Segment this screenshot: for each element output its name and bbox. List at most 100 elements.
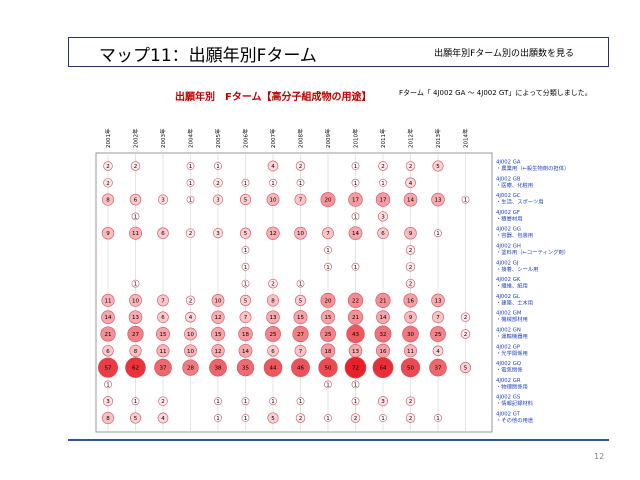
bubble bbox=[186, 162, 195, 170]
bubble-value-label: 1 bbox=[299, 282, 303, 288]
bubble-value-label: 5 bbox=[134, 416, 138, 422]
bubble-value-label: 37 bbox=[435, 366, 442, 372]
bubble bbox=[320, 326, 336, 342]
bubble bbox=[104, 380, 112, 389]
bubble bbox=[214, 162, 222, 170]
bubble-value-label: 1 bbox=[271, 399, 275, 405]
bubble-value-label: 2 bbox=[189, 231, 193, 237]
bubble-value-label: 2 bbox=[381, 164, 385, 170]
bubble bbox=[405, 177, 416, 189]
bubble bbox=[101, 293, 115, 307]
bubble bbox=[347, 309, 364, 325]
bubble-value-label: 1 bbox=[216, 399, 220, 405]
bubble bbox=[267, 412, 279, 424]
row-code-label: 4J002 GF bbox=[496, 210, 520, 216]
bubble-value-label: 38 bbox=[215, 366, 222, 372]
bubble bbox=[296, 279, 305, 288]
bubble bbox=[157, 311, 169, 323]
bubble-value-label: 2 bbox=[161, 399, 165, 405]
bubble-value-label: 2 bbox=[106, 164, 110, 170]
bubble-value-label: 15 bbox=[325, 315, 332, 321]
bubble-value-label: 2 bbox=[409, 248, 413, 254]
bubble bbox=[239, 194, 252, 206]
year-label: 2006年 bbox=[242, 128, 250, 148]
bubble bbox=[350, 413, 361, 423]
bubble bbox=[351, 380, 360, 389]
row-usage-label: ・その他の用途 bbox=[496, 416, 534, 424]
bubble bbox=[131, 212, 140, 221]
bubble-value-label: 10 bbox=[270, 198, 277, 204]
bubble-value-label: 13 bbox=[270, 315, 277, 321]
bubble bbox=[101, 226, 115, 240]
bubble bbox=[294, 226, 307, 240]
row-usage-label: ・光学関係用 bbox=[496, 349, 528, 357]
bubble bbox=[212, 228, 224, 239]
chart-title: 出願年別 Fターム【高分子組成物の用途】 bbox=[175, 92, 372, 103]
bubble bbox=[239, 227, 252, 239]
row-usage-label: ・塗料用（←コーティング剤） bbox=[496, 248, 569, 256]
bubble bbox=[129, 344, 142, 357]
year-label: 2003年 bbox=[159, 128, 167, 148]
bubble-value-label: 8 bbox=[106, 416, 110, 422]
bubble-value-label: 5 bbox=[271, 416, 275, 422]
bubble bbox=[241, 279, 250, 288]
row-code-label: 4J002 GR bbox=[496, 378, 521, 384]
bubble bbox=[100, 326, 116, 342]
bubble-value-label: 18 bbox=[325, 349, 332, 355]
bubble bbox=[266, 294, 280, 307]
bubble bbox=[211, 310, 225, 324]
bubble bbox=[102, 396, 114, 407]
bubble bbox=[291, 358, 310, 377]
year-label: 2014年 bbox=[462, 128, 470, 148]
row-code-label: 4J002 GB bbox=[496, 176, 521, 182]
bubble bbox=[376, 310, 390, 325]
bubble bbox=[158, 396, 168, 406]
bubble bbox=[266, 193, 280, 206]
bubble bbox=[351, 162, 360, 170]
row-code-label: 4J002 GH bbox=[496, 244, 521, 250]
bubble bbox=[292, 325, 309, 343]
bubble bbox=[236, 358, 255, 377]
bottom-rule bbox=[68, 439, 609, 441]
bubble bbox=[269, 397, 277, 406]
bubble-value-label: 1 bbox=[326, 248, 330, 254]
bubble-value-label: 1 bbox=[271, 181, 275, 187]
bubble bbox=[402, 325, 419, 343]
bubble-value-label: 3 bbox=[381, 399, 385, 405]
bubble-value-label: 50 bbox=[325, 366, 332, 372]
bubble-value-label: 10 bbox=[132, 298, 139, 304]
bubble-value-label: 10 bbox=[215, 298, 222, 304]
row-usage-label: ・機械部材用 bbox=[496, 315, 528, 323]
row-code-label: 4J002 GK bbox=[496, 277, 521, 283]
bubble bbox=[374, 325, 392, 343]
bubble-value-label: 35 bbox=[242, 366, 249, 372]
bubble-value-label: 64 bbox=[380, 366, 387, 372]
bubble-value-label: 1 bbox=[134, 399, 138, 405]
bubble-value-label: 1 bbox=[189, 164, 193, 170]
bubble-value-label: 1 bbox=[354, 382, 358, 388]
bubble bbox=[320, 343, 336, 359]
bubble-value-label: 6 bbox=[161, 231, 165, 237]
bubble-value-label: 44 bbox=[270, 366, 277, 372]
bubble-value-label: 17 bbox=[352, 198, 359, 204]
year-label: 2013年 bbox=[434, 128, 442, 148]
bubble bbox=[403, 192, 418, 207]
bubble-value-label: 1 bbox=[436, 231, 440, 237]
bubble bbox=[101, 411, 115, 425]
bubble-value-label: 25 bbox=[270, 332, 277, 338]
bubble-value-label: 1 bbox=[381, 416, 385, 422]
bubble-value-label: 25 bbox=[435, 332, 442, 338]
bubble bbox=[102, 345, 114, 357]
bubble bbox=[157, 412, 169, 424]
row-usage-label: ・建築、土木用 bbox=[496, 298, 533, 306]
bubble bbox=[347, 292, 364, 309]
bubble bbox=[157, 227, 169, 239]
bubble bbox=[459, 362, 472, 374]
bubble-value-label: 4 bbox=[189, 315, 193, 321]
bubble bbox=[154, 358, 172, 377]
bubble-value-label: 2 bbox=[189, 298, 193, 304]
year-label: 2009年 bbox=[324, 128, 332, 148]
bubble-value-label: 1 bbox=[134, 214, 138, 220]
bubble-value-label: 5 bbox=[244, 198, 248, 204]
bubble-value-label: 6 bbox=[381, 231, 385, 237]
